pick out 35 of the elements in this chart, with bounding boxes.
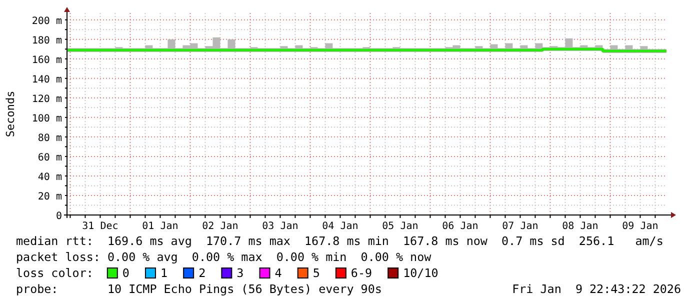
x-tick-label: 08 Jan bbox=[562, 221, 598, 232]
legend-label: 3 bbox=[236, 266, 244, 280]
y-tick-label: 40 m bbox=[38, 172, 62, 183]
text: median rtt: 169.6 ms avg 170.7 ms max 167.8 ms min 167.8 ms now 0.7 ms sd 256.1 am/s bbox=[16, 234, 664, 248]
legend-label: 0 bbox=[122, 266, 130, 280]
legend-label: 4 bbox=[274, 266, 282, 280]
y-tick-label: 100 m bbox=[32, 113, 62, 124]
y-tick-label: 200 m bbox=[32, 16, 62, 27]
legend-label: 1 bbox=[160, 266, 168, 280]
y-tick-label: 60 m bbox=[38, 152, 62, 164]
x-tick-label: 05 Jan bbox=[382, 221, 418, 232]
y-tick-label: 160 m bbox=[32, 54, 62, 66]
x-tick-label: 01 Jan bbox=[142, 221, 178, 232]
text: Fri Jan 9 22:43:22 2026 bbox=[512, 282, 681, 296]
y-tick-label: 120 m bbox=[32, 94, 62, 105]
y-tick-label: 180 m bbox=[32, 35, 62, 46]
legend-label: 10/10 bbox=[403, 266, 438, 280]
text: packet loss: 0.00 % avg 0.00 % max 0.00 % min 0.00 % now bbox=[16, 250, 432, 264]
legend-label: 6-9 bbox=[350, 266, 372, 280]
x-tick-label: 06 Jan bbox=[442, 221, 478, 232]
x-tick-label: 03 Jan bbox=[262, 221, 298, 232]
y-axis-title: Seconds bbox=[4, 90, 17, 138]
x-tick-label: 07 Jan bbox=[502, 221, 538, 232]
y-tick-label: 80 m bbox=[38, 132, 62, 144]
legend-label: 2 bbox=[198, 266, 206, 280]
y-tick-label: 20 m bbox=[38, 191, 62, 202]
x-tick-label: 04 Jan bbox=[322, 221, 358, 232]
y-tick-label: 140 m bbox=[32, 74, 62, 86]
x-tick-label: 09 Jan bbox=[622, 221, 658, 232]
x-tick-label: 31 Dec bbox=[82, 221, 118, 232]
y-tick-label: 0 bbox=[56, 211, 62, 222]
x-tick-label: 02 Jan bbox=[202, 221, 238, 232]
legend-title: loss color: bbox=[16, 266, 94, 280]
legend-label: 5 bbox=[312, 266, 320, 280]
text: probe: 10 ICMP Echo Pings (56 Bytes) every 90s bbox=[16, 282, 382, 296]
